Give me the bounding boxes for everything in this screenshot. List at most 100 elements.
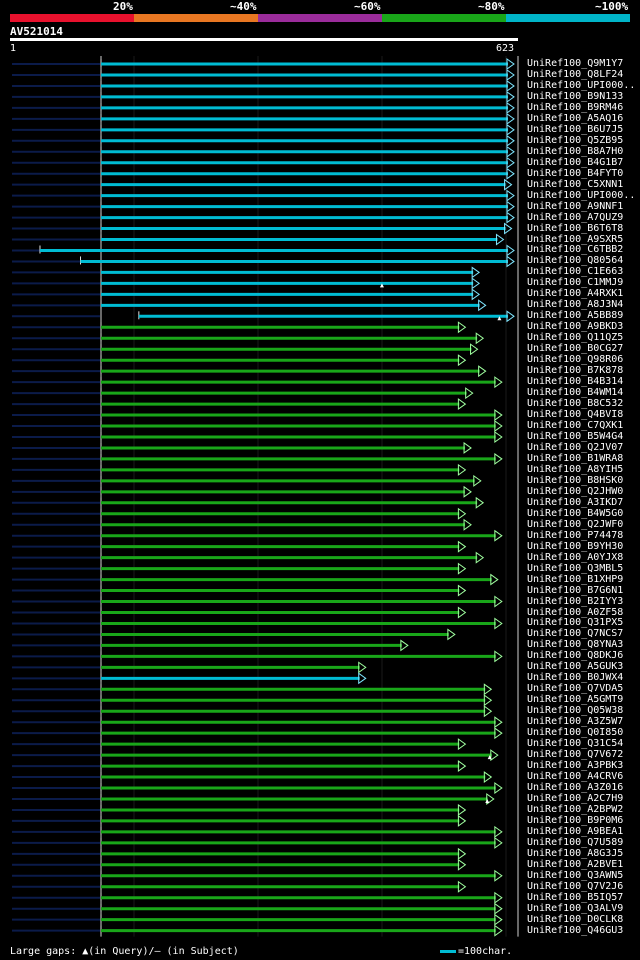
hit-label[interactable]: UniRef100_Q9M1Y7: [527, 58, 624, 69]
hit-label[interactable]: UniRef100_A3IKD7: [527, 496, 624, 508]
hit-label[interactable]: UniRef100_B4G1B7: [527, 156, 624, 168]
hit-label[interactable]: UniRef100_Q7NCS7: [527, 628, 624, 640]
hit-label[interactable]: UniRef100_B9RM46: [527, 101, 624, 113]
hit-label[interactable]: UniRef100_B4W5G0: [527, 507, 624, 519]
hit-arrowhead: [473, 474, 482, 487]
hit-label[interactable]: UniRef100_A9BKD3: [527, 321, 624, 333]
hit-label[interactable]: UniRef100_A3PBK3: [527, 760, 624, 772]
hit-label[interactable]: UniRef100_B0CG27: [527, 343, 624, 355]
hit-label[interactable]: UniRef100_A9SXR5: [527, 233, 624, 245]
hit-label[interactable]: UniRef100_B7K878: [527, 365, 624, 377]
hit-label[interactable]: UniRef100_C6TBB2: [527, 244, 624, 256]
hit-label[interactable]: UniRef100_B1XHP9: [527, 573, 624, 585]
hit-arrowhead: [471, 266, 481, 279]
hit-label[interactable]: UniRef100_Q3AWN5: [527, 869, 624, 881]
hit-label[interactable]: UniRef100_B4WM14: [527, 387, 624, 399]
hit-arrowhead: [457, 321, 467, 334]
hit-arrowhead: [494, 409, 503, 422]
hit-label[interactable]: UniRef100_Q2JHW0: [527, 485, 624, 497]
hit-label[interactable]: UniRef100_Q2JV07: [527, 441, 624, 453]
hit-arrowhead: [494, 727, 503, 740]
hit-label[interactable]: UniRef100_Q3MBL5: [527, 562, 624, 574]
hit-label[interactable]: UniRef100_Q80564: [527, 255, 624, 267]
hit-arrowhead: [494, 650, 503, 663]
hit-label[interactable]: UniRef100_B4B314: [527, 376, 624, 388]
hit-label[interactable]: UniRef100_Q3ALV9: [527, 902, 624, 914]
hit-label[interactable]: UniRef100_Q7V672: [527, 749, 624, 761]
gaps-legend: Large gaps: ▲(in Query)/– (in Subject): [10, 946, 239, 957]
hit-label[interactable]: UniRef100_B8C532: [527, 398, 624, 410]
hit-label[interactable]: UniRef100_Q31C54: [527, 738, 624, 750]
hit-label[interactable]: UniRef100_A9NNF1: [527, 200, 624, 212]
hit-label[interactable]: UniRef100_A5BB89: [527, 310, 624, 322]
hit-arrowhead: [471, 277, 481, 290]
hit-label[interactable]: UniRef100_Q11QZ5: [527, 332, 624, 344]
hit-label[interactable]: UniRef100_Q8YNA3: [527, 639, 624, 651]
hit-label[interactable]: UniRef100_A5GMT9: [527, 694, 624, 706]
hit-label[interactable]: UniRef100_A0YJX8: [527, 551, 624, 563]
hit-label[interactable]: UniRef100_A7QUZ9: [527, 211, 624, 223]
hit-label[interactable]: UniRef100_B5W4G4: [527, 430, 624, 442]
hit-label[interactable]: UniRef100_P74478: [527, 529, 624, 541]
hit-arrowhead: [457, 814, 467, 827]
hit-label[interactable]: UniRef100_D0CLK8: [527, 913, 624, 925]
hit-label[interactable]: UniRef100_Q8LF24: [527, 68, 624, 80]
hit-arrowhead: [358, 672, 367, 685]
hit-label[interactable]: UniRef100_Q7VDA5: [527, 683, 624, 695]
hit-label[interactable]: UniRef100_Q46GU3: [527, 924, 624, 936]
hit-label[interactable]: UniRef100_A8J3N4: [527, 299, 624, 311]
hit-arrowhead: [506, 255, 515, 268]
hit-label[interactable]: UniRef100_A3Z016: [527, 782, 624, 794]
hit-arrowhead: [463, 518, 472, 531]
hit-label[interactable]: UniRef100_A9BEA1: [527, 825, 624, 837]
hit-label[interactable]: UniRef100_Q98R06: [527, 354, 624, 366]
hit-label[interactable]: UniRef100_B6T6T8: [527, 222, 624, 234]
hit-label[interactable]: UniRef100_Q2JWF0: [527, 518, 624, 530]
hit-label[interactable]: UniRef100_B8A7H0: [527, 145, 624, 157]
hit-label[interactable]: UniRef100_A3Z5W7: [527, 716, 624, 728]
hit-label[interactable]: UniRef100_A8G3J5: [527, 847, 624, 859]
hit-arrowhead: [504, 222, 513, 235]
hit-label[interactable]: UniRef100_B5IQ57: [527, 891, 624, 903]
hit-label[interactable]: UniRef100_Q31PX5: [527, 617, 624, 629]
hit-label[interactable]: UniRef100_Q0I850: [527, 727, 624, 739]
hit-arrowhead: [457, 760, 467, 773]
hit-label[interactable]: UniRef100_C1E663: [527, 266, 624, 278]
hit-label[interactable]: UniRef100_UPI000..: [527, 79, 636, 91]
hit-label[interactable]: UniRef100_B8HSK0: [527, 474, 624, 486]
hit-label[interactable]: UniRef100_B1WRA8: [527, 452, 624, 464]
hit-label[interactable]: UniRef100_B7G6N1: [527, 584, 624, 596]
hit-label[interactable]: UniRef100_A2BPW2: [527, 803, 624, 815]
hit-label[interactable]: UniRef100_B6U7J5: [527, 123, 624, 135]
hit-label[interactable]: UniRef100_A8YIH5: [527, 463, 624, 475]
hit-label[interactable]: UniRef100_A2BVE1: [527, 858, 624, 870]
hit-label[interactable]: UniRef100_A0ZF58: [527, 606, 624, 618]
hit-label[interactable]: UniRef100_A2C7H9: [527, 792, 624, 804]
hit-label[interactable]: UniRef100_UPI000..: [527, 189, 636, 201]
hit-arrowhead: [494, 825, 503, 838]
scale-line-icon: [440, 949, 456, 953]
hit-label[interactable]: UniRef100_B2IYY3: [527, 595, 624, 607]
hit-label[interactable]: UniRef100_Q7U589: [527, 836, 624, 848]
hit-arrowhead: [457, 463, 467, 476]
hit-label[interactable]: UniRef100_A5AQ16: [527, 112, 624, 124]
hit-label[interactable]: UniRef100_B9YH30: [527, 540, 624, 552]
hit-label[interactable]: UniRef100_B4FYT0: [527, 167, 624, 179]
legend-label: ~60%: [354, 0, 381, 13]
query-gap-marker: [497, 316, 502, 321]
hit-label[interactable]: UniRef100_B9P0M6: [527, 814, 624, 826]
hit-label[interactable]: UniRef100_C7QXK1: [527, 420, 624, 431]
hit-label[interactable]: UniRef100_Q05W38: [527, 705, 624, 717]
hit-label[interactable]: UniRef100_Q8DKJ6: [527, 650, 624, 662]
hit-label[interactable]: UniRef100_B0JWX4: [527, 672, 624, 684]
hit-label[interactable]: UniRef100_A5GUK3: [527, 661, 624, 673]
hit-label[interactable]: UniRef100_A4RXK1: [527, 288, 624, 300]
hit-label[interactable]: UniRef100_C5XNN1: [527, 178, 624, 190]
hit-label[interactable]: UniRef100_C1MMJ9: [527, 277, 624, 289]
hit-label[interactable]: UniRef100_Q7V2J6: [527, 880, 624, 892]
hit-label[interactable]: UniRef100_A4CRV6: [527, 771, 624, 783]
hit-label[interactable]: UniRef100_Q5ZB95: [527, 134, 624, 146]
hit-label[interactable]: UniRef100_B9N133: [527, 90, 624, 102]
hit-label[interactable]: UniRef100_Q4BVI8: [527, 409, 624, 421]
